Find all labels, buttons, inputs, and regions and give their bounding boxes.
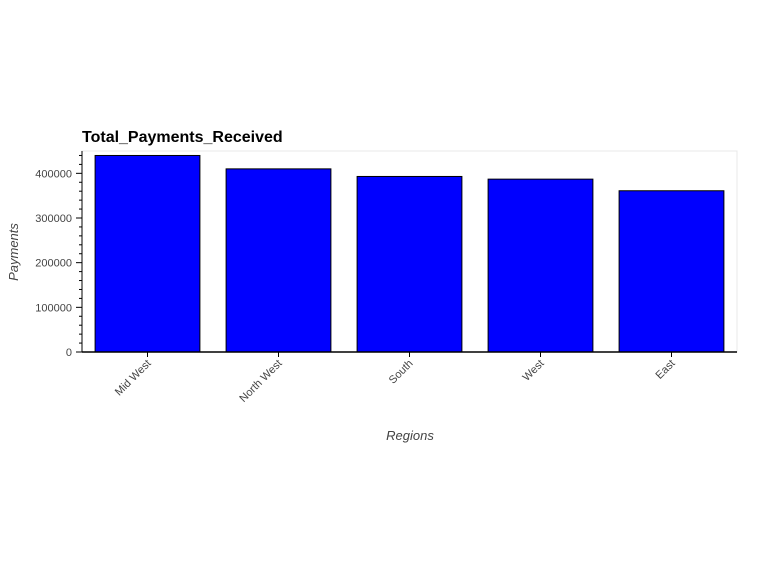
x-tick-label: Mid West [113, 358, 154, 399]
y-tick-label: 100000 [35, 302, 72, 314]
y-tick-label: 300000 [35, 213, 72, 225]
chart-title: Total_Payments_Received [82, 129, 283, 146]
x-tick-label: West [521, 358, 547, 384]
x-axis-label: Regions [386, 428, 434, 443]
bar-2 [356, 175, 463, 353]
x-axis: Mid West North West South West East [82, 351, 737, 405]
bar-3 [487, 178, 594, 353]
y-axis: 0 100000 200000 300000 400000 [35, 151, 83, 359]
y-tick-label: 200000 [35, 258, 72, 270]
x-tick-label: East [654, 358, 678, 382]
y-tick-label: 400000 [35, 168, 72, 180]
bars-group [94, 154, 725, 353]
bar-0 [94, 154, 201, 353]
y-axis-label: Payments [6, 223, 21, 281]
x-tick-label: South [387, 358, 416, 387]
x-tick-label: North West [237, 358, 284, 405]
bar-1 [225, 168, 332, 353]
y-tick-label: 0 [66, 347, 72, 359]
bar-4 [618, 190, 725, 353]
